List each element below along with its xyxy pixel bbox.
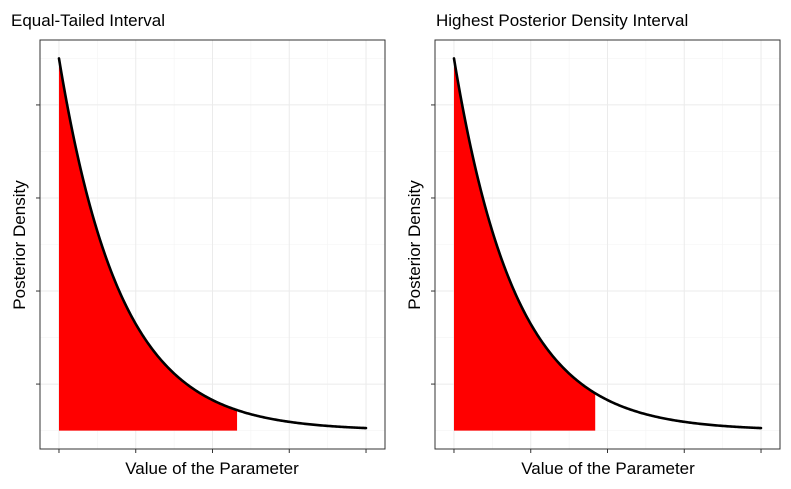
axis-ticks [431, 104, 762, 453]
x-axis-label: Value of the Parameter [521, 459, 695, 478]
panel-equal-tailed: Equal-Tailed Interval Value of the Param… [10, 11, 386, 478]
panel-border [39, 39, 386, 450]
y-axis-label: Posterior Density [10, 180, 29, 310]
axis-ticks [36, 104, 367, 453]
credible-interval-area [453, 58, 596, 431]
density-curve [57, 57, 368, 430]
x-axis-label: Value of the Parameter [125, 459, 299, 478]
density-curve [452, 57, 763, 430]
panel-border [434, 39, 781, 450]
panel-title: Equal-Tailed Interval [11, 11, 165, 30]
panel-highest-posterior-density: Highest Posterior Density Interval Value… [405, 11, 781, 478]
credible-interval-area [58, 58, 238, 431]
panel-title: Highest Posterior Density Interval [436, 11, 688, 30]
y-axis-label: Posterior Density [405, 180, 424, 310]
